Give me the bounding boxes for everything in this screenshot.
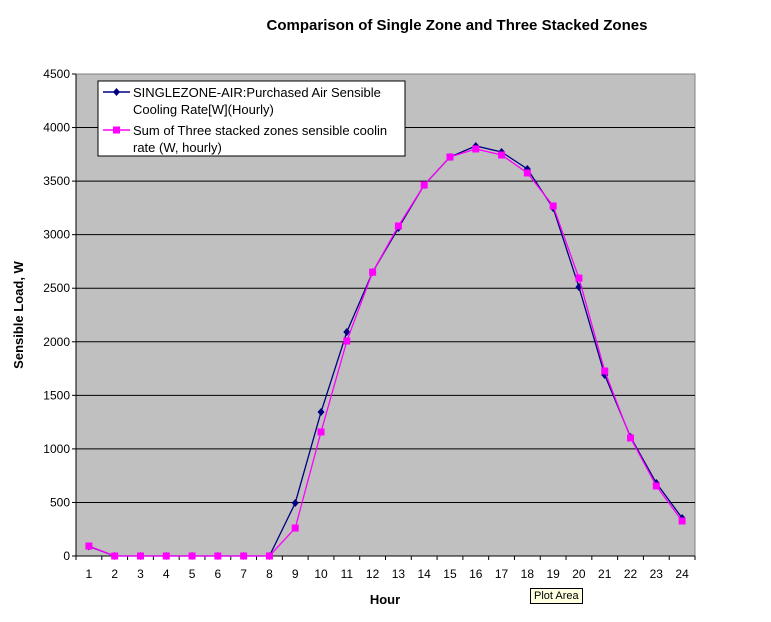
x-tick-label: 13 — [392, 567, 406, 581]
data-point-square — [627, 434, 635, 442]
y-tick-label: 1500 — [43, 388, 70, 402]
data-point-square — [394, 222, 402, 230]
data-point-square — [446, 153, 454, 161]
legend-marker-square — [113, 126, 120, 134]
legend-label-2b: rate (W, hourly) — [133, 140, 222, 155]
x-tick-label: 21 — [598, 567, 612, 581]
data-point-square — [188, 552, 196, 560]
data-point-square — [678, 517, 686, 525]
x-tick-label: 7 — [240, 567, 247, 581]
x-tick-label: 6 — [215, 567, 222, 581]
data-point-square — [523, 169, 531, 177]
plot-area-tooltip: Plot Area — [530, 588, 583, 604]
data-point-square — [652, 482, 660, 490]
y-tick-label: 4000 — [43, 121, 70, 135]
x-tick-label: 8 — [266, 567, 273, 581]
data-point-square — [420, 181, 428, 189]
data-point-square — [549, 202, 557, 210]
x-tick-label: 20 — [572, 567, 586, 581]
chart-title: Comparison of Single Zone and Three Stac… — [267, 17, 648, 34]
y-tick-label: 2000 — [43, 335, 70, 349]
y-axis-label: Sensible Load, W — [11, 260, 26, 368]
data-point-diamond — [291, 498, 299, 507]
data-point-square — [291, 524, 299, 532]
x-tick-label: 12 — [366, 567, 380, 581]
legend-label-2a: Sum of Three stacked zones sensible cool… — [133, 123, 387, 138]
x-tick-label: 24 — [675, 567, 689, 581]
x-tick-label: 16 — [469, 567, 483, 581]
y-tick-label: 2500 — [43, 281, 70, 295]
y-tick-label: 3500 — [43, 174, 70, 188]
y-tick-label: 4500 — [43, 67, 70, 81]
data-point-square — [162, 552, 170, 560]
x-tick-label: 2 — [111, 567, 118, 581]
legend[interactable]: SINGLEZONE-AIR:Purchased Air Sensible Co… — [97, 80, 406, 157]
x-tick-label: 4 — [163, 567, 170, 581]
data-point-square — [317, 428, 325, 436]
data-point-square — [85, 542, 93, 550]
x-tick-label: 18 — [521, 567, 535, 581]
x-tick-label: 11 — [341, 567, 354, 581]
legend-label-1b: Cooling Rate[W](Hourly) — [133, 102, 274, 117]
x-tick-label: 5 — [189, 567, 196, 581]
x-tick-label: 23 — [650, 567, 664, 581]
y-tick-label: 0 — [63, 549, 70, 563]
data-point-square — [265, 552, 273, 560]
data-point-square — [240, 552, 248, 560]
x-tick-label: 14 — [418, 567, 432, 581]
data-point-diamond — [343, 328, 351, 337]
series-line-2 — [88, 148, 683, 557]
x-axis-label: Hour — [370, 592, 400, 607]
data-point-square — [601, 367, 609, 375]
x-tick-label: 19 — [546, 567, 560, 581]
data-point-square — [575, 274, 583, 282]
x-tick-label: 1 — [86, 567, 93, 581]
y-tick-label: 500 — [50, 495, 70, 509]
x-tick-label: 22 — [624, 567, 638, 581]
legend-marker-diamond — [113, 88, 120, 96]
x-tick-label: 15 — [443, 567, 457, 581]
data-point-square — [472, 145, 480, 153]
data-point-diamond — [317, 408, 325, 417]
x-tick-label: 17 — [495, 567, 509, 581]
y-tick-label: 3000 — [43, 228, 70, 242]
data-point-square — [369, 268, 377, 276]
data-point-square — [498, 151, 506, 159]
data-point-square — [343, 337, 351, 345]
data-point-square — [111, 552, 119, 560]
x-tick-label: 3 — [137, 567, 144, 581]
x-tick-label: 9 — [292, 567, 299, 581]
legend-label-1a: SINGLEZONE-AIR:Purchased Air Sensible — [133, 85, 381, 100]
data-point-square — [214, 552, 222, 560]
y-tick-label: 1000 — [43, 442, 70, 456]
x-tick-label: 10 — [314, 567, 328, 581]
data-point-square — [136, 552, 144, 560]
